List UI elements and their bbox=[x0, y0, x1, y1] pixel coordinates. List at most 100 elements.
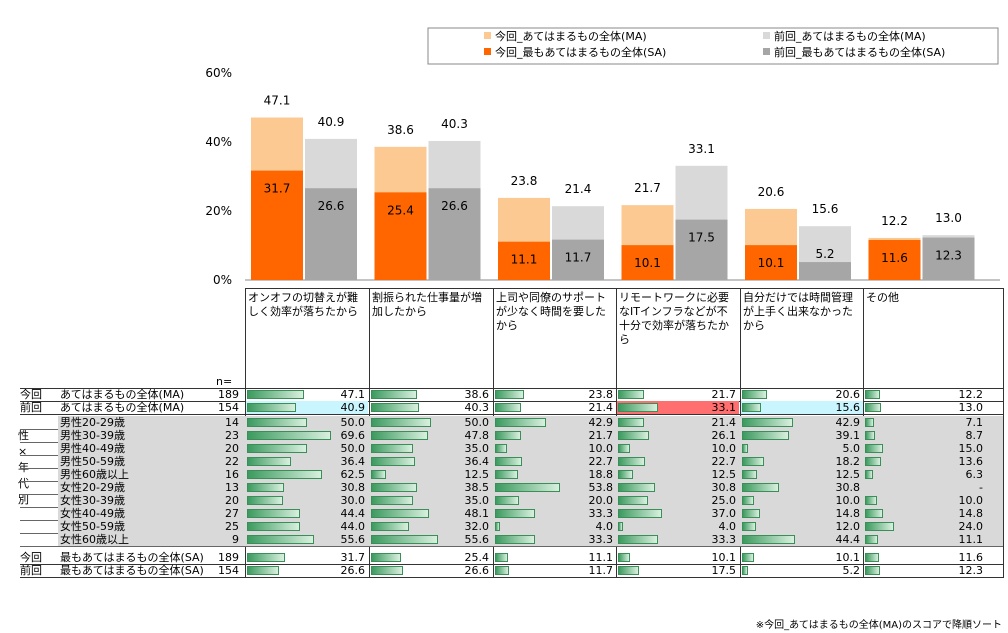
value-bar bbox=[742, 444, 748, 453]
row-n: 16 bbox=[225, 468, 239, 481]
cell-value: 38.6 bbox=[464, 388, 490, 401]
row-label: 女性40-49歳 bbox=[60, 507, 125, 520]
row-label: あてはまるもの全体(MA) bbox=[60, 401, 185, 414]
value-bar bbox=[865, 390, 880, 399]
cell-value: 36.4 bbox=[340, 455, 366, 468]
bar-sa bbox=[868, 239, 921, 280]
row-bg bbox=[58, 455, 1003, 468]
value-bar bbox=[495, 390, 524, 399]
value-bar bbox=[618, 522, 623, 531]
data-label-sa: 11.6 bbox=[881, 251, 908, 265]
row-label: 男性60歳以上 bbox=[60, 468, 129, 481]
cell-value: 10.0 bbox=[588, 442, 614, 455]
cell-value: 11.1 bbox=[588, 551, 614, 564]
cell-value: 55.6 bbox=[464, 533, 490, 546]
value-bar bbox=[618, 444, 630, 453]
cell-value: 42.9 bbox=[588, 416, 614, 429]
cell-value: 4.0 bbox=[595, 520, 614, 533]
bar-sa bbox=[428, 188, 481, 280]
cell-value: 53.8 bbox=[588, 481, 614, 494]
row-label: 女性30-39歳 bbox=[60, 494, 125, 507]
y-tick-label: 20% bbox=[205, 204, 232, 218]
value-bar bbox=[742, 470, 757, 479]
cell-value: 10.1 bbox=[835, 551, 861, 564]
row-n: 23 bbox=[225, 429, 239, 442]
value-bar bbox=[371, 566, 403, 575]
value-bar bbox=[865, 566, 880, 575]
value-bar bbox=[495, 431, 522, 440]
legend-swatch bbox=[484, 32, 491, 39]
cell-value: 47.8 bbox=[464, 429, 490, 442]
row-divider bbox=[20, 564, 1003, 565]
row-prefix: 前回 bbox=[20, 401, 42, 414]
data-label-sa: 25.4 bbox=[387, 203, 414, 217]
cell-value: 6.3 bbox=[965, 468, 984, 481]
cell-value: 30.8 bbox=[340, 481, 366, 494]
cell-value: 12.5 bbox=[464, 468, 490, 481]
cell-value: 18.2 bbox=[835, 455, 861, 468]
value-bar bbox=[742, 483, 779, 492]
value-bar bbox=[371, 457, 415, 466]
data-label-ma: 40.3 bbox=[441, 117, 468, 131]
value-bar bbox=[742, 553, 755, 562]
value-bar bbox=[247, 431, 331, 440]
table-top-line bbox=[20, 388, 1003, 389]
value-bar bbox=[247, 403, 297, 412]
value-bar bbox=[865, 496, 877, 505]
legend-box bbox=[427, 27, 999, 65]
row-label: あてはまるもの全体(MA) bbox=[60, 388, 185, 401]
value-bar bbox=[495, 403, 521, 412]
cell-value: 20.6 bbox=[835, 388, 861, 401]
value-bar bbox=[247, 566, 279, 575]
cell-value: 30.8 bbox=[711, 481, 737, 494]
value-bar bbox=[865, 418, 874, 427]
row-n: 189 bbox=[218, 551, 239, 564]
bar-sa bbox=[251, 170, 303, 280]
cell-value: 14.8 bbox=[835, 507, 861, 520]
value-bar bbox=[618, 418, 644, 427]
category-label: その他 bbox=[866, 291, 899, 304]
legend-swatch bbox=[763, 48, 770, 55]
category-label: オンオフの切替えが難しく効率が落ちたから bbox=[248, 291, 358, 318]
value-bar bbox=[371, 496, 413, 505]
value-bar bbox=[618, 457, 646, 466]
row-label: 最もあてはまるもの全体(SA) bbox=[60, 564, 204, 577]
data-label-sa: 12.3 bbox=[935, 249, 962, 263]
cell-highlight bbox=[741, 401, 863, 414]
value-bar bbox=[742, 509, 760, 518]
value-bar bbox=[618, 566, 639, 575]
cell-value: 12.5 bbox=[711, 468, 737, 481]
cell-value: 44.0 bbox=[340, 520, 366, 533]
cell-value: 50.0 bbox=[464, 416, 490, 429]
value-bar bbox=[742, 431, 789, 440]
category-label: リモートワークに必要なITインフラなどが不十分で効率が落ちたから bbox=[619, 291, 729, 346]
cell-value: 12.5 bbox=[835, 468, 861, 481]
cell-value: 14.8 bbox=[958, 507, 984, 520]
cell-value: 7.1 bbox=[965, 416, 984, 429]
cell-value: 25.0 bbox=[711, 494, 737, 507]
value-bar bbox=[618, 496, 648, 505]
column-divider bbox=[1003, 288, 1004, 578]
value-bar bbox=[742, 535, 796, 544]
y-tick-label: 40% bbox=[205, 135, 232, 149]
cell-value: 36.4 bbox=[464, 455, 490, 468]
cell-value: 37.0 bbox=[711, 507, 737, 520]
row-n: 154 bbox=[218, 401, 239, 414]
value-bar bbox=[495, 470, 518, 479]
legend-swatch bbox=[484, 48, 491, 55]
cell-value: 33.3 bbox=[588, 533, 614, 546]
data-label-sa: 10.1 bbox=[634, 256, 661, 270]
row-bg bbox=[58, 494, 1003, 507]
cell-value: 33.3 bbox=[588, 507, 614, 520]
bar-sa bbox=[305, 188, 357, 280]
cell-value: 10.0 bbox=[958, 494, 984, 507]
cell-value: 30.8 bbox=[835, 481, 861, 494]
value-bar bbox=[371, 390, 418, 399]
cell-value: 11.7 bbox=[588, 564, 614, 577]
legend-label: 今回_最もあてはまるもの全体(SA) bbox=[495, 45, 666, 59]
cell-value: 12.2 bbox=[958, 388, 984, 401]
legend-swatch bbox=[763, 32, 770, 39]
data-label-sa: 5.2 bbox=[815, 247, 834, 261]
cell-value: 47.1 bbox=[340, 388, 366, 401]
value-bar bbox=[618, 431, 650, 440]
